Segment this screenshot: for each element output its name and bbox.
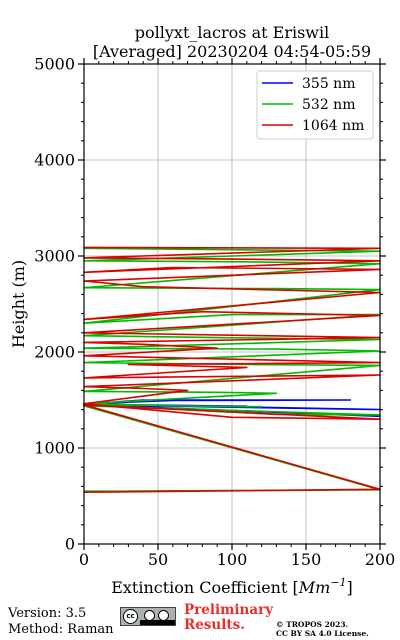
preliminary-label: Preliminary <box>184 602 274 618</box>
cc-circle-icon: cc <box>123 609 138 624</box>
method-text: Method: Raman <box>8 622 114 637</box>
series-line-1064-nm <box>83 246 381 493</box>
license-strip <box>140 620 175 625</box>
y-axis-label: Height (m) <box>9 260 28 348</box>
cc-license-icon: cc <box>120 607 176 626</box>
preliminary-results-label: Results. <box>184 617 245 633</box>
series-line-532-nm <box>83 247 381 493</box>
x-axis-label: Extinction Coefficient [Mm−1] <box>111 576 353 597</box>
y-tick-label: 1000 <box>34 439 75 458</box>
copyright-text: © TROPOS 2023. <box>276 620 349 629</box>
x-axis-label-unit: Mm <box>298 578 331 597</box>
y-tick-label: 4000 <box>34 151 75 170</box>
version-text: Version: 3.5 <box>8 606 87 621</box>
license-text: CC BY SA 4.0 License. <box>276 629 369 638</box>
legend-label: 355 nm <box>302 76 355 92</box>
y-tick-label: 0 <box>65 535 75 554</box>
x-tick-label: 0 <box>79 550 89 569</box>
x-axis-label-close: ] <box>347 578 353 597</box>
legend-label: 532 nm <box>302 97 355 113</box>
legend-box <box>256 70 374 140</box>
chart-title-line1: pollyxt_lacros at Eriswil <box>135 23 329 42</box>
y-tick-label: 2000 <box>34 343 75 362</box>
y-tick-label: 3000 <box>34 247 75 266</box>
x-tick-label: 50 <box>148 550 168 569</box>
x-tick-label: 200 <box>365 550 396 569</box>
x-tick-label: 100 <box>217 550 248 569</box>
y-tick-label: 5000 <box>34 55 75 74</box>
x-axis-label-exp: −1 <box>330 576 346 589</box>
series-group <box>83 246 381 493</box>
legend-label: 1064 nm <box>302 118 364 134</box>
legend: 355 nm 532 nm 1064 nm <box>256 70 374 140</box>
x-tick-label: 150 <box>291 550 322 569</box>
extinction-chart: pollyxt_lacros at Eriswil [Averaged] 202… <box>9 23 395 597</box>
x-axis-label-main: Extinction Coefficient [ <box>111 578 299 597</box>
chart-title-line2: [Averaged] 20230204 04:54-05:59 <box>93 42 371 61</box>
